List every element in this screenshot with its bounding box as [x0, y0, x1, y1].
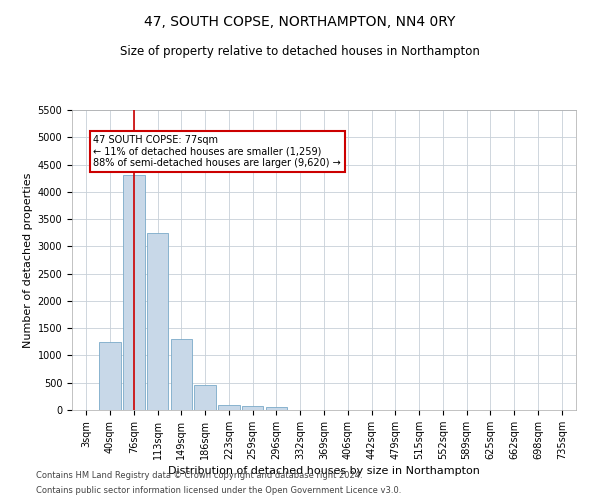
- Bar: [100, 342, 121, 410]
- Text: 47, SOUTH COPSE, NORTHAMPTON, NN4 0RY: 47, SOUTH COPSE, NORTHAMPTON, NN4 0RY: [145, 15, 455, 29]
- Bar: [170, 339, 192, 410]
- Bar: [123, 176, 145, 410]
- Bar: [266, 408, 287, 410]
- Text: 47 SOUTH COPSE: 77sqm
← 11% of detached houses are smaller (1,259)
88% of semi-d: 47 SOUTH COPSE: 77sqm ← 11% of detached …: [94, 134, 341, 168]
- X-axis label: Distribution of detached houses by size in Northampton: Distribution of detached houses by size …: [168, 466, 480, 476]
- Bar: [194, 386, 216, 410]
- Text: Contains HM Land Registry data © Crown copyright and database right 2024.: Contains HM Land Registry data © Crown c…: [36, 471, 362, 480]
- Text: Size of property relative to detached houses in Northampton: Size of property relative to detached ho…: [120, 45, 480, 58]
- Y-axis label: Number of detached properties: Number of detached properties: [23, 172, 34, 348]
- Bar: [147, 232, 168, 410]
- Bar: [242, 406, 263, 410]
- Text: Contains public sector information licensed under the Open Government Licence v3: Contains public sector information licen…: [36, 486, 401, 495]
- Bar: [218, 404, 239, 410]
